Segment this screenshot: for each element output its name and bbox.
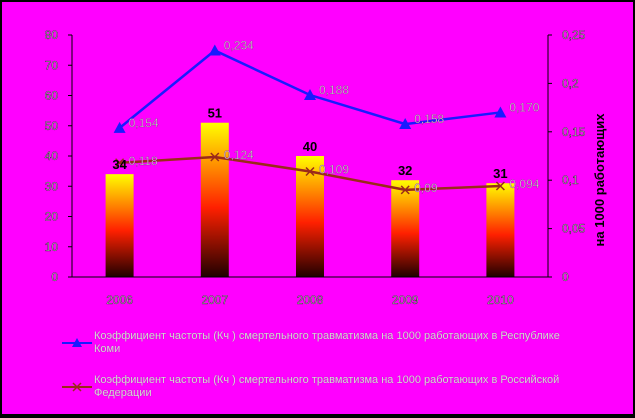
- series-1-marker-2007: [210, 152, 220, 162]
- series-0-value-label-2009: 0,158: [414, 112, 444, 126]
- bar-2007: [200, 122, 229, 277]
- right-tick-label-4: 0,2: [562, 76, 579, 90]
- left-tick-label-4: 40: [45, 149, 59, 163]
- x-tick-label-2008: 2008: [297, 293, 324, 307]
- x-tick-label-2010: 2010: [487, 293, 514, 307]
- legend-label-komi: Коэффициент частоты (Кч ) смертельного т…: [94, 330, 560, 355]
- bar-value-label-2007: 51: [208, 106, 222, 121]
- series-0-marker-2009: [399, 118, 412, 130]
- bar-2009: [391, 180, 420, 277]
- bar-value-label-2010: 31: [493, 166, 507, 181]
- series-1-value-label-2007: 0,124: [224, 148, 254, 162]
- right-tick-label-5: 0,25: [562, 28, 586, 42]
- bar-2006: [105, 174, 134, 277]
- series-1-marker-2008: [305, 166, 315, 177]
- right-tick-label-2: 0,1: [562, 173, 579, 187]
- legend-item-rf: Коэффициент частоты (Кч ) смертельного т…: [60, 374, 580, 418]
- right-axis-title: на 1000 работающих: [592, 113, 607, 247]
- legend-item-komi: Коэффициент частоты (Кч ) смертельного т…: [60, 330, 580, 374]
- x-tick-label-2007: 2007: [201, 293, 228, 307]
- series-0-value-label-2010: 0,170: [509, 100, 539, 114]
- left-tick-label-6: 60: [45, 89, 59, 103]
- bar-2008: [296, 156, 324, 277]
- left-tick-label-5: 50: [45, 119, 59, 133]
- left-tick-label-2: 20: [45, 210, 59, 224]
- bar-value-label-2006: 34: [112, 157, 127, 172]
- legend-swatch-komi: [62, 338, 92, 347]
- legend-label-rf: Коэффициент частоты (Кч ) смертельного т…: [94, 374, 560, 399]
- left-tick-label-7: 70: [45, 58, 59, 72]
- bar-value-label-2009: 32: [398, 163, 412, 178]
- right-tick-label-3: 0,15: [562, 125, 586, 139]
- x-tick-label-2009: 2009: [392, 293, 419, 307]
- series-0-value-label-2006: 0,154: [129, 116, 159, 130]
- series-0-marker-2007: [208, 44, 221, 56]
- series-0-marker-2010: [494, 106, 507, 118]
- series-0-marker-2006: [113, 121, 126, 133]
- right-tick-label-0: 0: [562, 270, 569, 284]
- left-tick-label-0: 0: [51, 270, 58, 284]
- series-0-value-label-2008: 0,188: [319, 83, 349, 97]
- legend-swatch-rf: [62, 382, 92, 392]
- series-1-value-label-2009: 0,09: [414, 181, 438, 195]
- left-tick-label-8: 80: [45, 28, 59, 42]
- series-0-value-label-2007: 0,234: [224, 38, 254, 52]
- series-0-marker-2008: [304, 89, 316, 101]
- left-tick-label-3: 30: [45, 179, 59, 193]
- series-1-value-label-2008: 0,109: [319, 162, 349, 176]
- bar-2010: [486, 183, 515, 277]
- legend: Коэффициент частоты (Кч ) смертельного т…: [60, 330, 580, 418]
- series-1-marker-2006: [115, 158, 125, 168]
- left-tick-label-1: 10: [45, 240, 59, 254]
- series-1-marker-2010: [495, 181, 505, 191]
- series-1-value-label-2010: 0,094: [509, 177, 539, 191]
- series-1-value-label-2006: 0,118: [129, 154, 158, 168]
- bar-value-label-2008: 40: [303, 139, 317, 154]
- x-tick-label-2006: 2006: [106, 293, 133, 307]
- series-1-marker-2009: [400, 185, 410, 195]
- right-tick-label-1: 0,05: [562, 222, 586, 236]
